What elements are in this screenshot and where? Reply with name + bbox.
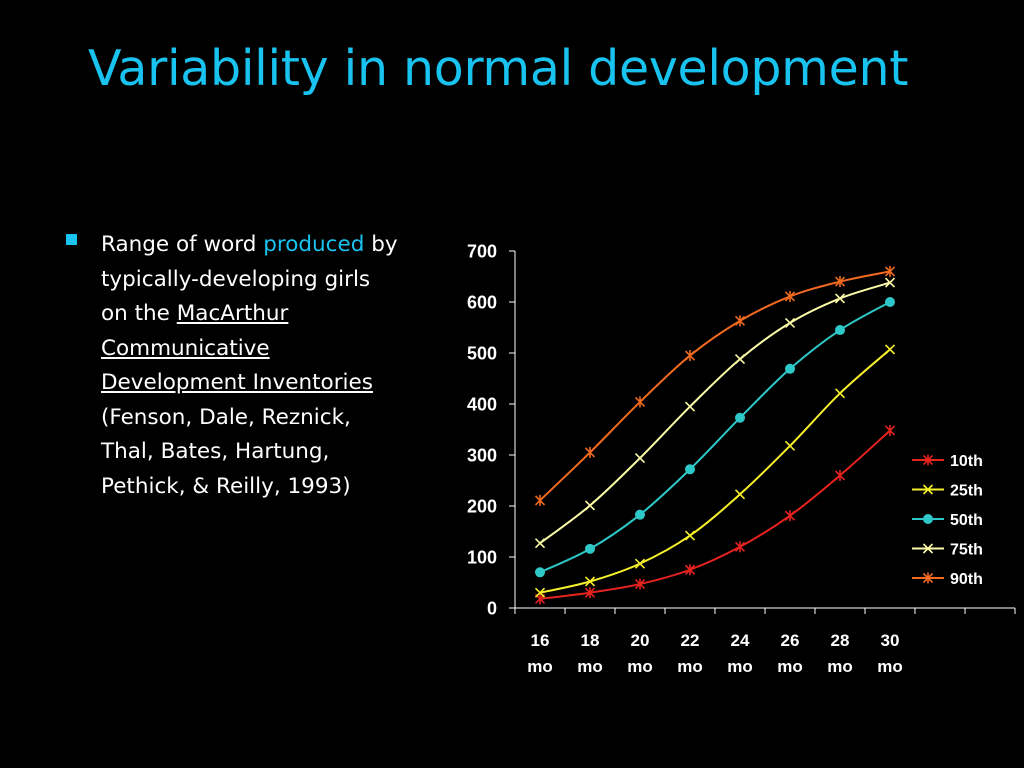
legend-label: 10th xyxy=(950,453,983,470)
legend-item-90th: 90th xyxy=(912,571,983,588)
data-point-50th xyxy=(685,464,695,475)
data-point-25th xyxy=(634,558,646,569)
series-line-90th xyxy=(539,270,891,502)
data-point-50th xyxy=(835,325,845,336)
bullet-text-part-3: by typically-developing girls on the xyxy=(101,232,398,326)
chart-legend: 10th 25th 50th 75th 90th xyxy=(912,453,983,588)
data-point-75th xyxy=(834,293,846,304)
legend-marker-90th xyxy=(922,572,934,584)
data-point-90th xyxy=(784,290,796,302)
data-point-90th xyxy=(834,276,846,288)
bullet-text-part-1: Range of word xyxy=(101,232,264,257)
data-point-75th xyxy=(584,500,596,511)
data-point-50th xyxy=(885,297,895,307)
x-tick-label: 22 mo xyxy=(677,631,703,676)
data-point-25th xyxy=(534,587,546,598)
x-tick-label: 20 mo xyxy=(627,631,653,676)
data-point-90th xyxy=(634,396,646,408)
data-point-10th xyxy=(584,587,596,599)
data-point-25th xyxy=(784,440,796,451)
y-tick-label: 0 xyxy=(487,599,497,619)
series-50th xyxy=(535,297,895,578)
data-point-25th xyxy=(584,576,596,587)
data-point-10th xyxy=(734,541,746,553)
data-point-75th xyxy=(784,317,796,328)
data-point-50th xyxy=(535,567,545,578)
y-tick-label: 300 xyxy=(467,446,497,466)
series-line-50th xyxy=(539,301,891,574)
legend-item-10th: 10th xyxy=(912,453,983,470)
legend-label: 25th xyxy=(950,483,983,500)
legend-label: 75th xyxy=(950,542,983,559)
y-tick-label: 100 xyxy=(467,548,497,568)
data-point-10th xyxy=(634,578,646,590)
x-tick-label: 28 mo xyxy=(827,631,853,676)
x-tick-label: 24 mo xyxy=(727,631,753,676)
bullet-text: Range of word produced by typically-deve… xyxy=(101,228,401,504)
x-tick-label: 26 mo xyxy=(777,631,803,676)
chart-axes: 0 100 200 300 400 500 600 700 16 mo 18 mo 20 mo 22 mo 24… xyxy=(467,242,1016,676)
legend-marker-25th xyxy=(922,484,934,495)
legend-item-75th: 75th xyxy=(912,542,983,559)
data-point-50th xyxy=(785,363,795,374)
data-point-25th xyxy=(834,388,846,399)
data-point-50th xyxy=(635,509,645,520)
data-point-90th xyxy=(684,350,696,362)
series-25th xyxy=(534,344,896,598)
data-point-25th xyxy=(884,344,896,355)
data-point-10th xyxy=(884,425,896,437)
data-point-75th xyxy=(534,538,546,549)
x-tick-label: 18 mo xyxy=(577,631,603,676)
data-point-10th xyxy=(834,469,846,481)
legend-item-25th: 25th xyxy=(912,483,983,500)
bullet-square-icon xyxy=(66,234,77,245)
bullet-link-macarthur-cdi[interactable]: MacArthur Communicative Development Inve… xyxy=(101,301,373,395)
bullet-citation: (Fenson, Dale, Reznick, Thal, Bates, Har… xyxy=(101,404,351,499)
legend-label: 50th xyxy=(950,512,983,529)
data-point-75th xyxy=(734,354,746,365)
y-tick-label: 400 xyxy=(467,395,497,415)
data-point-75th xyxy=(634,452,646,464)
x-tick-label: 16 mo xyxy=(527,631,553,676)
y-tick-label: 500 xyxy=(467,344,497,364)
slide-title: Variability in normal development xyxy=(88,40,909,97)
series-line-75th xyxy=(539,281,891,545)
y-tick-label: 200 xyxy=(467,497,497,517)
data-point-90th xyxy=(884,265,896,277)
legend-item-50th: 50th xyxy=(912,512,983,529)
data-point-90th xyxy=(734,315,746,327)
x-tick-label: 30 mo xyxy=(877,631,903,676)
data-point-25th xyxy=(684,530,696,541)
data-point-25th xyxy=(734,489,746,500)
legend-marker-75th xyxy=(922,543,934,554)
legend-label: 90th xyxy=(950,571,983,588)
data-point-75th xyxy=(884,277,896,288)
data-point-10th xyxy=(684,564,696,576)
data-point-90th xyxy=(584,446,596,458)
data-point-50th xyxy=(585,543,595,554)
series-line-25th xyxy=(539,348,891,594)
data-point-50th xyxy=(735,412,745,423)
y-tick-label: 600 xyxy=(467,293,497,313)
data-point-75th xyxy=(684,401,696,412)
y-tick-label: 700 xyxy=(467,242,497,262)
bullet-highlight-produced: produced xyxy=(263,232,365,257)
legend-marker-10th xyxy=(922,454,934,466)
chart-series-group xyxy=(534,265,896,605)
series-75th xyxy=(534,277,896,549)
data-point-90th xyxy=(534,494,546,506)
legend-marker-50th xyxy=(923,514,933,524)
series-90th xyxy=(534,265,896,506)
data-point-10th xyxy=(784,510,796,522)
